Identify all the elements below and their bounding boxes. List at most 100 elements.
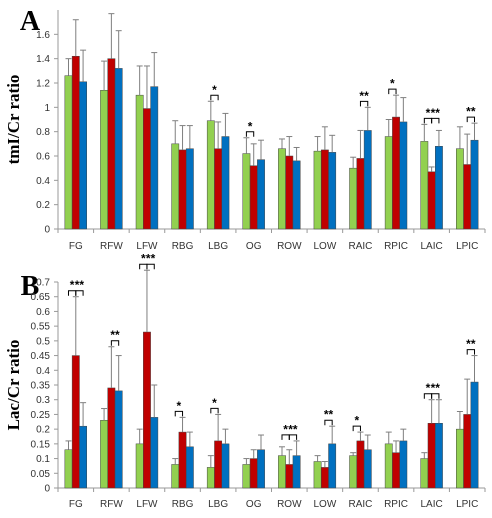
bar [135,94,144,230]
bar [143,108,151,230]
significance-label: ** [324,408,334,422]
y-axis-label: Lac/Cr ratio [4,340,23,431]
bar [285,155,294,230]
y-tick-label: 0.7 [36,278,50,289]
significance-label: * [390,77,395,91]
chart-panel-b: B Lac/Cr ratio 0 0.05 0.1 0.15 0.2 0.25 0.3 0.35 0… [4,252,486,510]
bar [399,121,408,230]
x-category-label: LAIC [421,241,443,252]
panel-letter: A [20,6,41,37]
bar [249,165,258,230]
x-category-label: RAIC [349,241,373,252]
bar [249,458,258,489]
x-category-label: ROW [277,241,302,252]
y-tick-label: 1 [44,103,50,114]
x-category-label: RPIC [384,241,408,252]
y-tick-label: 1.2 [36,79,50,90]
bar [420,458,429,489]
bar [285,464,294,489]
y-tick-label: 0.45 [31,351,51,362]
x-category-label: LAIC [421,499,443,510]
significance-label: ** [466,337,476,351]
significance-label: * [141,252,146,266]
bar [328,152,337,230]
significance-bracket [174,410,184,417]
y-tick-label: 0.2 [36,200,50,211]
bar [171,464,180,489]
x-category-label: RFW [100,499,123,510]
bar [221,443,230,489]
bar [278,455,286,489]
y-tick-label: 0 [44,484,50,495]
significance-label: * [426,106,431,120]
bar [242,464,251,489]
significance-label: * [283,422,288,436]
y-tick-label: 1.4 [36,54,50,65]
x-category-label: LFW [136,499,158,510]
x-category-label: RAIC [349,499,373,510]
y-tick-label: 0.3 [36,395,50,406]
y-tick-label: 0.25 [31,410,51,421]
significance-bracket [110,340,120,346]
y-tick-label: 0.8 [36,127,50,138]
y-tick-label: 0.65 [31,292,51,303]
bar [392,452,400,489]
bar [470,139,479,230]
bar [420,141,429,230]
significance-bracket [210,94,219,101]
x-category-label: RBG [172,241,194,252]
significance-bracket [288,434,298,440]
y-tick-label: 0.15 [31,439,51,450]
y-tick-label: 0.4 [36,176,50,187]
bar [384,443,393,489]
x-category-label: LFW [136,241,158,252]
x-category-label: RPIC [384,499,408,510]
significance-label: ** [431,106,441,120]
x-category-label: OG [246,241,262,252]
y-tick-label: 0.55 [31,322,51,333]
bar [313,150,322,230]
bar [363,130,372,230]
bar [135,443,144,489]
bar [435,423,443,489]
bar [363,449,372,489]
bar [143,331,151,489]
bar [114,390,123,489]
y-tick-label: 0.2 [36,425,50,436]
bar [79,81,87,230]
bar [107,58,116,230]
significance-bracket [388,88,397,95]
bar [463,164,472,230]
bar [206,467,215,489]
bar [221,136,230,230]
bar [320,149,329,230]
significance-label: ** [431,381,441,395]
significance-label: * [177,399,182,413]
x-category-label: RBG [172,499,194,510]
significance-label: * [212,83,217,97]
significance-bracket [359,100,369,107]
x-category-label: LOW [313,499,336,510]
bar [185,446,194,489]
bar [427,171,436,230]
significance-bracket [146,263,155,270]
significance-label: ** [288,422,298,436]
y-tick-label: 0.35 [31,381,51,392]
bar [114,68,123,230]
bar [384,136,393,230]
bar [206,120,215,230]
significance-bracket [466,116,476,123]
y-tick-label: 0 [44,225,50,236]
bar [349,167,358,230]
significance-label: * [212,396,217,410]
significance-bracket [466,349,476,355]
bar [392,116,400,230]
panel-letter: B [21,271,40,302]
bar [214,440,223,489]
bar [100,90,108,230]
x-category-label: LOW [313,241,336,252]
bar [399,440,408,489]
bar [64,449,73,489]
